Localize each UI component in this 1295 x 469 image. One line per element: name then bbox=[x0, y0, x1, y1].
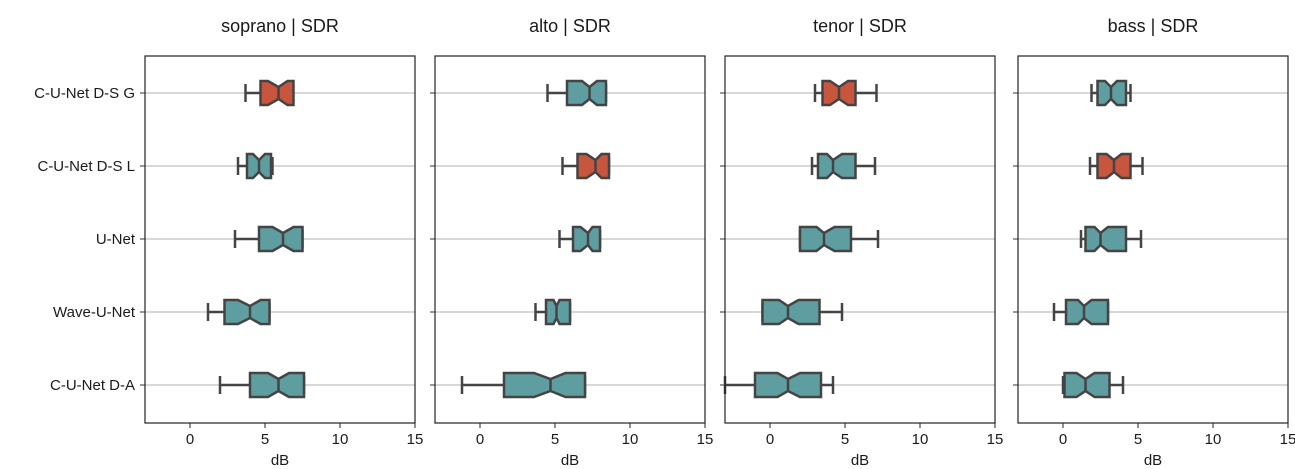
panel-3: bass | SDR 0 5 10 15 dB bbox=[1013, 16, 1295, 469]
box-4 bbox=[218, 371, 306, 399]
box-body bbox=[571, 225, 602, 253]
x-tick-label: 5 bbox=[841, 431, 849, 448]
category-label: C-U-Net D-S L bbox=[37, 158, 135, 175]
x-tick-label: 15 bbox=[407, 431, 424, 448]
box-0 bbox=[1090, 79, 1132, 107]
box-4 bbox=[460, 371, 587, 399]
x-axis-label: dB bbox=[271, 452, 289, 469]
category-label: U-Net bbox=[96, 231, 136, 248]
panel-title: bass | SDR bbox=[1108, 16, 1199, 36]
box-body bbox=[1064, 298, 1110, 326]
panel-frame bbox=[1017, 55, 1289, 424]
box-body bbox=[544, 298, 572, 326]
panel-0: soprano | SDR 0 5 10 15 dB bbox=[144, 16, 424, 469]
box-3 bbox=[534, 298, 572, 326]
panel-2: tenor | SDR 0 5 10 15 dB bbox=[720, 16, 1003, 469]
box-2 bbox=[1079, 225, 1143, 253]
box-4 bbox=[1061, 371, 1125, 399]
box-body bbox=[565, 79, 608, 107]
x-tick-label: 15 bbox=[697, 431, 714, 448]
panel-frame bbox=[144, 55, 416, 424]
category-label: C-U-Net D-S G bbox=[34, 85, 135, 102]
box-body bbox=[798, 225, 853, 253]
box-1 bbox=[810, 152, 877, 180]
x-tick-label: 0 bbox=[1059, 431, 1067, 448]
box-3 bbox=[206, 298, 271, 326]
panel-frame bbox=[434, 55, 706, 424]
x-axis-label: dB bbox=[1144, 452, 1162, 469]
box-body bbox=[576, 152, 611, 180]
box-body bbox=[259, 79, 295, 107]
category-label: Wave-U-Net bbox=[53, 304, 136, 321]
x-tick-label: 15 bbox=[987, 431, 1004, 448]
box-3 bbox=[1052, 298, 1110, 326]
x-tick-label: 0 bbox=[186, 431, 194, 448]
x-axis-label: dB bbox=[851, 452, 869, 469]
x-tick-label: 5 bbox=[261, 431, 269, 448]
box-2 bbox=[798, 225, 880, 253]
box-body bbox=[1084, 225, 1128, 253]
box-0 bbox=[813, 79, 878, 107]
x-tick-label: 10 bbox=[912, 431, 929, 448]
panel-title: soprano | SDR bbox=[221, 16, 339, 36]
x-tick-label: 10 bbox=[332, 431, 349, 448]
box-1 bbox=[1088, 152, 1144, 180]
panel-title: alto | SDR bbox=[529, 16, 611, 36]
box-body bbox=[1063, 371, 1111, 399]
box-body bbox=[761, 298, 821, 326]
box-body bbox=[502, 371, 587, 399]
box-0 bbox=[546, 79, 608, 107]
box-1 bbox=[561, 152, 611, 180]
panel-1: alto | SDR 0 5 10 15 dB bbox=[430, 16, 713, 469]
category-label: C-U-Net D-A bbox=[50, 377, 135, 394]
box-1 bbox=[236, 152, 274, 180]
panel-title: tenor | SDR bbox=[813, 16, 907, 36]
box-2 bbox=[233, 225, 304, 253]
x-tick-label: 10 bbox=[622, 431, 639, 448]
x-tick-label: 10 bbox=[1205, 431, 1222, 448]
box-body bbox=[257, 225, 304, 253]
x-tick-label: 15 bbox=[1280, 431, 1295, 448]
x-tick-label: 0 bbox=[476, 431, 484, 448]
x-tick-label: 0 bbox=[766, 431, 774, 448]
box-body bbox=[223, 298, 271, 326]
box-0 bbox=[244, 79, 295, 107]
x-axis-label: dB bbox=[561, 452, 579, 469]
box-2 bbox=[558, 225, 602, 253]
x-tick-label: 5 bbox=[1134, 431, 1142, 448]
x-tick-label: 5 bbox=[551, 431, 559, 448]
box-4 bbox=[723, 371, 835, 399]
panel-frame bbox=[724, 55, 996, 424]
box-body bbox=[816, 152, 857, 180]
box-body bbox=[248, 371, 306, 399]
box-3 bbox=[761, 298, 844, 326]
